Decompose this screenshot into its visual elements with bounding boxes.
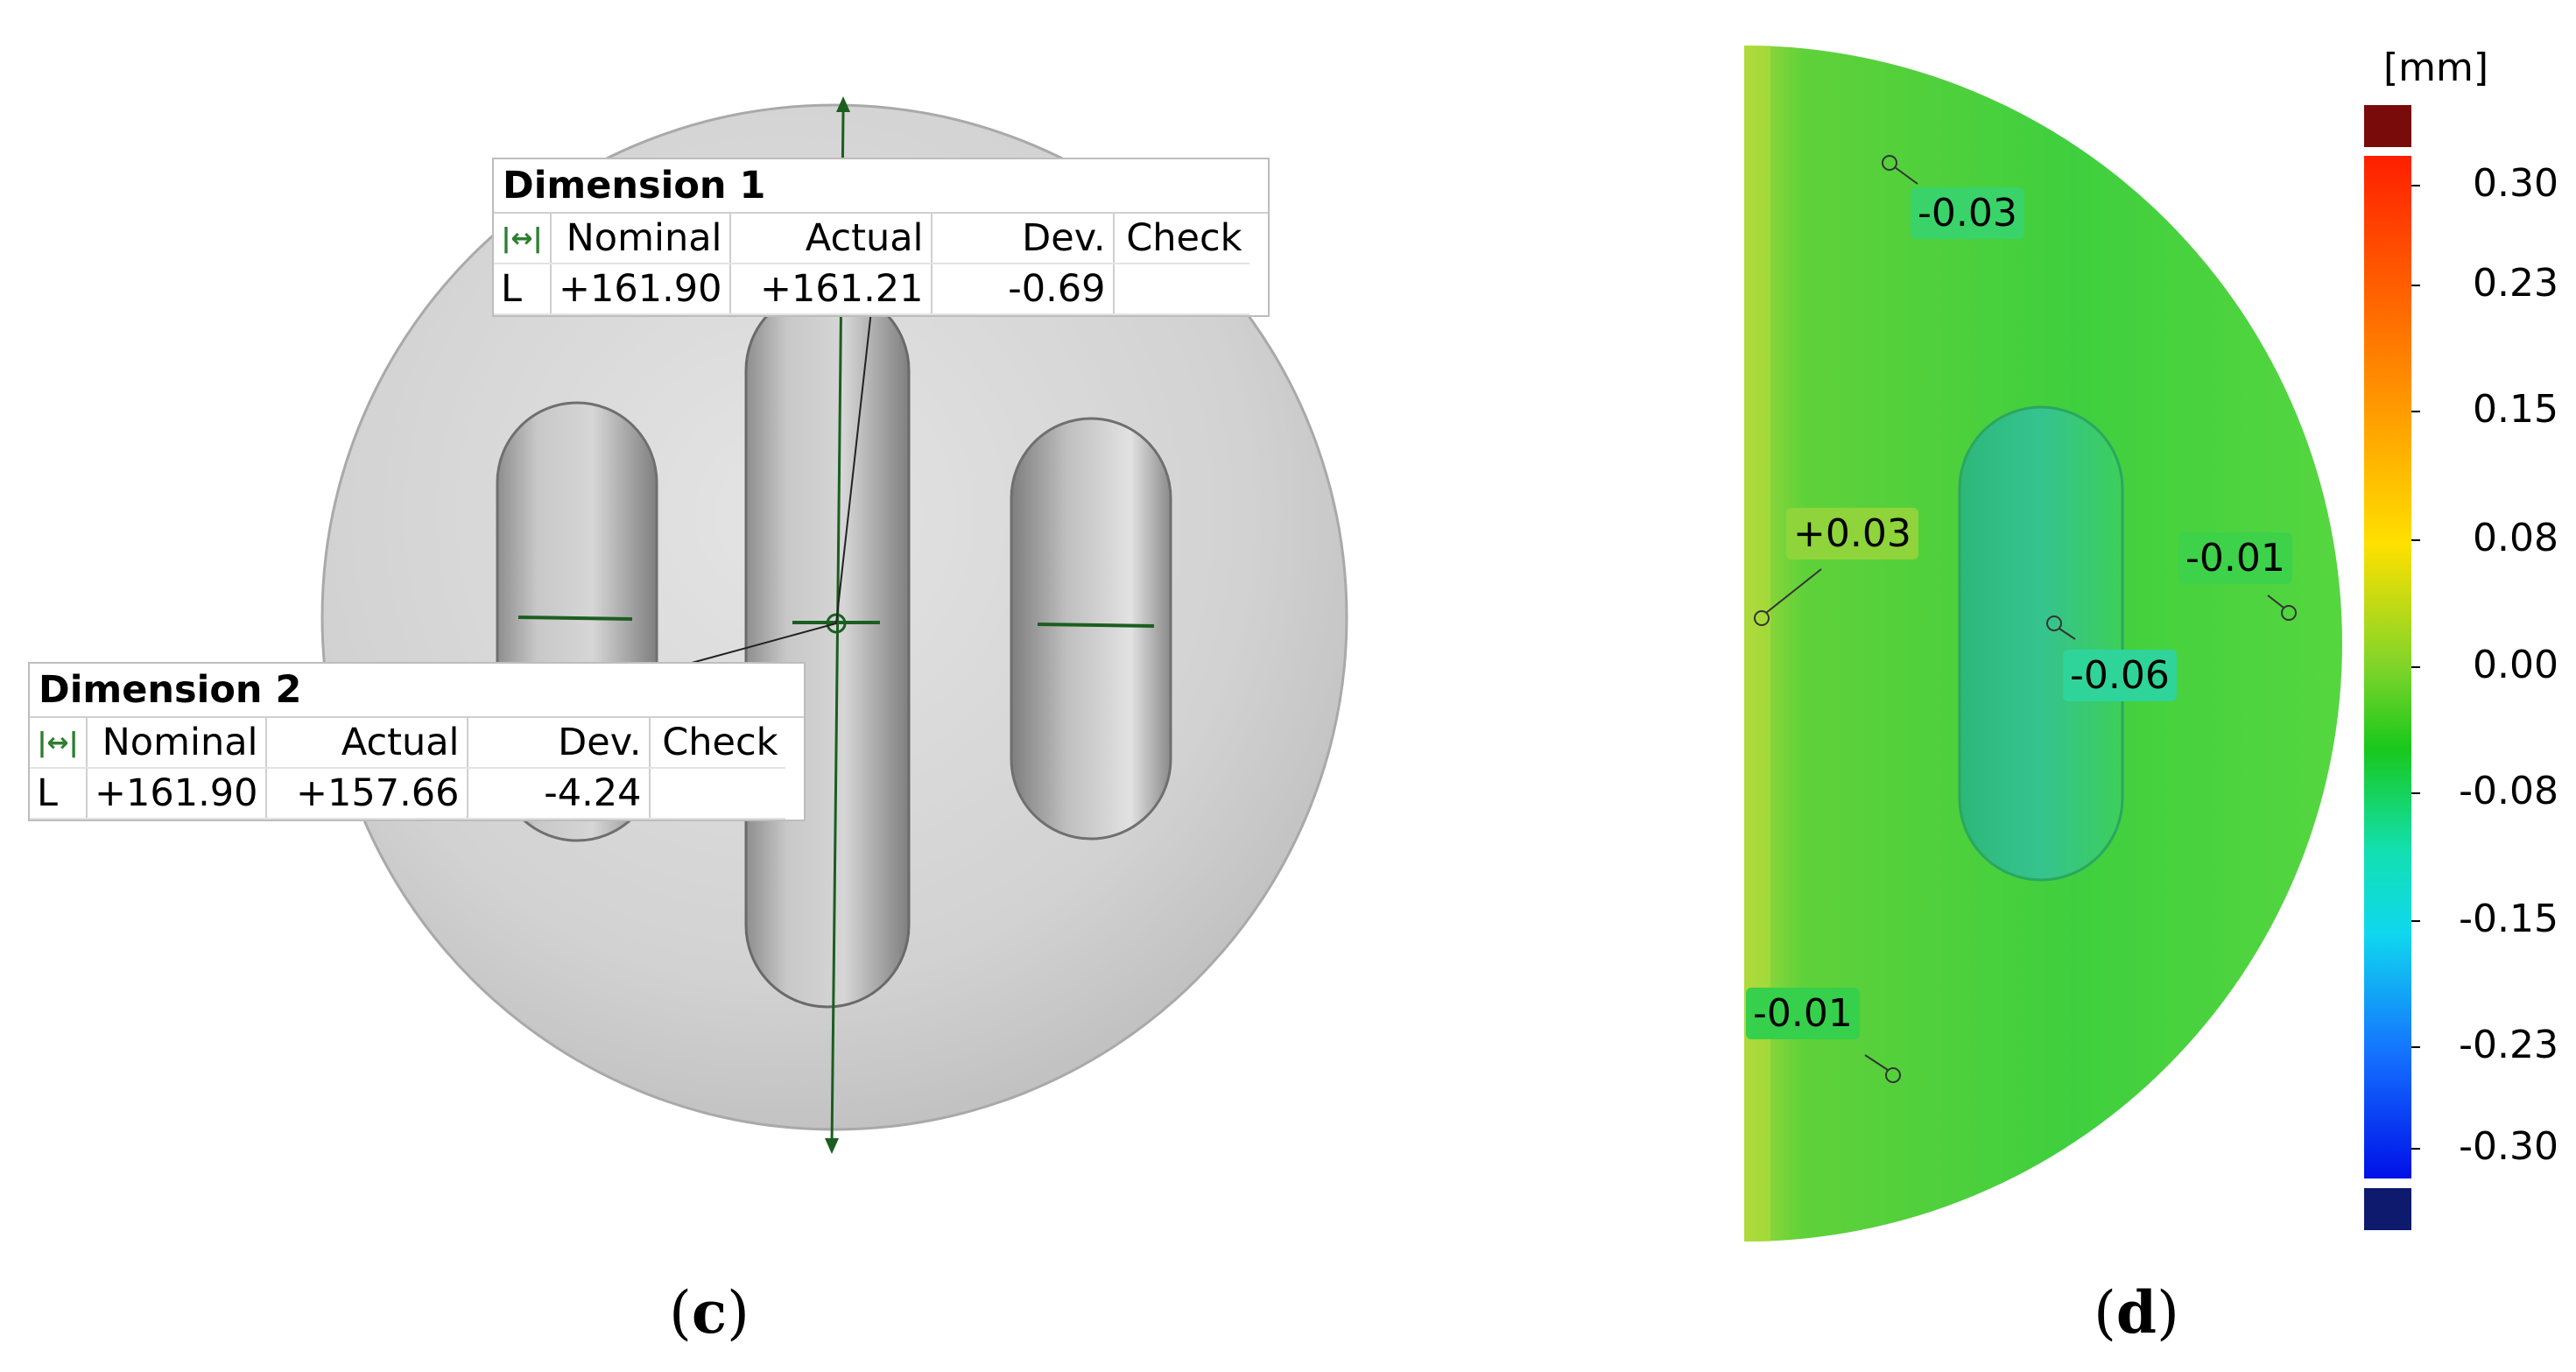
panel-label-d: (d) [2094, 1278, 2179, 1347]
header-actual: Actual [729, 214, 933, 264]
deviation-label: -0.01 [1746, 988, 1860, 1039]
section-center-marker [826, 613, 847, 634]
colorbar-tick-label: -0.30 [2459, 1124, 2558, 1169]
value-check [1113, 264, 1249, 315]
colorbar [2364, 156, 2411, 1179]
value-actual: +161.21 [729, 264, 933, 315]
distance-icon: |↔| [30, 718, 88, 769]
deviation-label: +0.03 [1786, 508, 1918, 559]
dimension-1-title: Dimension 1 [494, 159, 1268, 214]
marker-3 [2281, 605, 2297, 621]
axis-arrow-bottom [825, 1138, 839, 1154]
dimension-1-table: Dimension 1 |↔| Nominal Actual Dev. Chec… [492, 158, 1270, 317]
dimension-2-value-row: L +161.90 +157.66 -4.24 [30, 768, 785, 820]
colorbar-overflow-low [2364, 1188, 2411, 1230]
leader-dimension-1 [835, 310, 872, 624]
deviation-label: -0.01 [2178, 532, 2292, 584]
value-dev: -0.69 [931, 264, 1115, 315]
panel-label-c: (c) [669, 1278, 750, 1347]
value-type: L [30, 768, 88, 820]
marker-5 [1885, 1067, 1901, 1083]
value-nominal: +161.90 [551, 264, 731, 315]
colorbar-tick-label: 0.15 [2473, 387, 2558, 432]
leader-5 [1864, 1054, 1889, 1071]
header-check: Check [649, 718, 785, 769]
leader-4 [2059, 628, 2076, 640]
value-actual: +157.66 [265, 768, 468, 820]
slot-region [1958, 405, 2124, 882]
colorbar-ticks [2411, 185, 2420, 1150]
leader-3 [2267, 595, 2284, 609]
deviation-map-d [1744, 46, 2420, 1242]
dimension-2-header-row: |↔| Nominal Actual Dev. Check [30, 718, 785, 769]
panel-c: Dimension 1 |↔| Nominal Actual Dev. Chec… [28, 96, 1348, 1347]
leader-1 [1894, 166, 1918, 185]
colorbar-tick-label: 0.23 [2473, 261, 2558, 306]
header-dev: Dev. [931, 214, 1115, 264]
marker-4 [2046, 616, 2062, 631]
dimension-2-grid: |↔| Nominal Actual Dev. Check L +161.90 … [30, 718, 785, 820]
section-mark-left [517, 616, 633, 621]
axis-arrow-top [836, 96, 850, 112]
colorbar-tick-label: -0.23 [2459, 1023, 2558, 1067]
marker-2 [1754, 610, 1770, 626]
deviation-label: -0.06 [2063, 650, 2177, 701]
dimension-2-title: Dimension 2 [30, 664, 804, 718]
dimension-1-value-row: L +161.90 +161.21 -0.69 [494, 264, 1249, 315]
colorbar-overflow-high [2364, 105, 2411, 147]
header-check: Check [1113, 214, 1249, 264]
header-actual: Actual [265, 718, 468, 769]
colorbar-unit: [mm] [2383, 46, 2489, 90]
dimension-2-table: Dimension 2 |↔| Nominal Actual Dev. Chec… [28, 662, 806, 821]
value-dev: -4.24 [467, 768, 651, 820]
colorbar-tick-label: -0.15 [2459, 897, 2558, 941]
header-dev: Dev. [467, 718, 651, 769]
leader-2 [1765, 568, 1822, 614]
colorbar-tick-label: 0.30 [2473, 161, 2558, 206]
distance-icon: |↔| [494, 214, 552, 264]
colorbar-tick-label: 0.00 [2473, 643, 2558, 687]
dimension-1-grid: |↔| Nominal Actual Dev. Check L +161.90 … [494, 214, 1249, 315]
marker-1 [1882, 155, 1897, 171]
deviation-label: -0.03 [1911, 187, 2024, 239]
right-slot [1010, 417, 1172, 841]
dimension-1-header-row: |↔| Nominal Actual Dev. Check [494, 214, 1249, 264]
edge-yellow-band [1744, 46, 1770, 1242]
header-nominal: Nominal [551, 214, 731, 264]
colorbar-tick-label: 0.08 [2473, 516, 2558, 560]
colorbar-tick-label: -0.08 [2459, 769, 2558, 813]
middle-slot [744, 287, 911, 1009]
value-check [649, 768, 785, 820]
leader-dimension-2 [691, 623, 837, 664]
value-type: L [494, 264, 552, 315]
value-nominal: +161.90 [87, 768, 267, 820]
section-mark-right [1037, 623, 1155, 628]
header-nominal: Nominal [87, 718, 267, 769]
panel-d: -0.03 +0.03 -0.01 -0.06 -0.01 [mm] 0.30 … [1664, 0, 2576, 1372]
